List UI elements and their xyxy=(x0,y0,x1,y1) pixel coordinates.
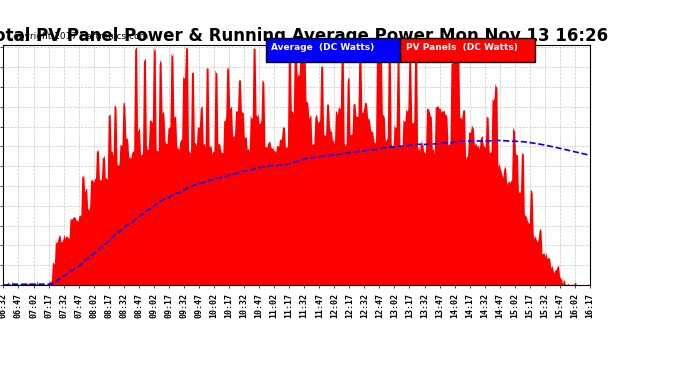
Title: Total PV Panel Power & Running Average Power Mon Nov 13 16:26: Total PV Panel Power & Running Average P… xyxy=(0,27,609,45)
Text: Average  (DC Watts): Average (DC Watts) xyxy=(271,44,375,52)
Text: Copyright 2017 Cartronics.com: Copyright 2017 Cartronics.com xyxy=(7,32,148,41)
Text: PV Panels  (DC Watts): PV Panels (DC Watts) xyxy=(406,44,518,52)
